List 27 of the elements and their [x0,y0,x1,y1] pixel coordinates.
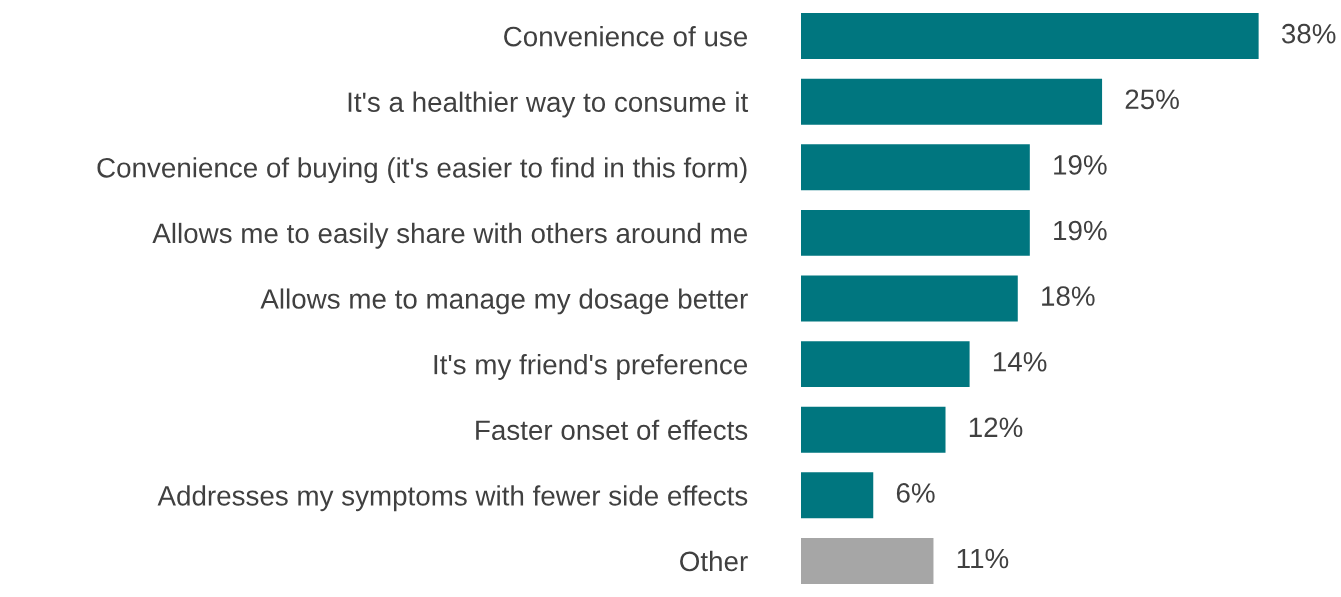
bar [801,537,934,584]
data-label: 19% [1054,155,1107,175]
y-tick-label: Convenience of buying (it's easier to find in this form) [97,157,747,184]
bar [801,341,970,388]
y-tick-label: Allows me to manage my dosage better [260,288,748,315]
bar [801,78,1103,125]
data-label: 11% [957,548,1009,569]
bar [801,472,874,519]
y-tick-label: It's a healthier way to consume it [348,91,749,118]
bar [801,209,1030,256]
data-label: 25% [1125,89,1179,110]
bar [801,13,1259,60]
bar [801,144,1030,191]
data-label: 18% [1042,286,1095,306]
bar [801,275,1018,322]
data-label: 19% [1054,220,1107,241]
y-tick-label: Allows me to easily share with others around me [152,222,748,249]
bar [801,406,946,453]
data-label: 12% [969,417,1023,438]
data-label: 6% [896,483,935,503]
y-tick-label: Addresses my symptoms with fewer side effects [157,485,748,512]
y-tick-label: It's my friend's preference [434,354,748,380]
y-tick-label: Other [680,550,748,572]
data-label: 38% [1281,23,1336,44]
y-tick-label: Convenience of use [504,26,747,47]
data-label: 14% [993,352,1047,372]
y-tick-label: Faster onset of effects [476,419,748,441]
